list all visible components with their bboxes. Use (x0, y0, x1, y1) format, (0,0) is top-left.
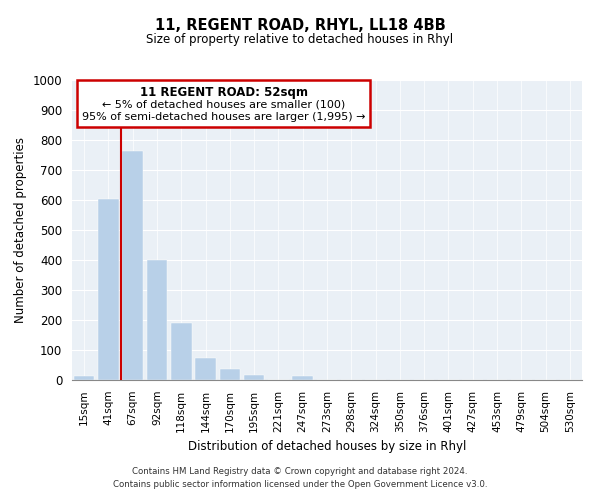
Bar (171, 323, 191, 380)
Text: Size of property relative to detached houses in Rhyl: Size of property relative to detached ho… (146, 32, 454, 46)
X-axis label: Distribution of detached houses by size in Rhyl: Distribution of detached houses by size … (188, 440, 466, 453)
Text: Contains HM Land Registry data © Crown copyright and database right 2024.: Contains HM Land Registry data © Crown c… (132, 467, 468, 476)
Bar (122, 150, 143, 380)
Bar (244, 375, 265, 380)
Bar (98, 198, 119, 380)
Bar (220, 368, 240, 380)
Bar (74, 376, 94, 380)
Bar (195, 358, 216, 380)
FancyBboxPatch shape (77, 80, 370, 126)
Text: ← 5% of detached houses are smaller (100): ← 5% of detached houses are smaller (100… (102, 100, 346, 110)
Text: 11 REGENT ROAD: 52sqm: 11 REGENT ROAD: 52sqm (140, 86, 308, 99)
Bar (292, 376, 313, 380)
Text: 95% of semi-detached houses are larger (1,995) →: 95% of semi-detached houses are larger (… (82, 112, 365, 122)
Text: 11, REGENT ROAD, RHYL, LL18 4BB: 11, REGENT ROAD, RHYL, LL18 4BB (155, 18, 445, 32)
Bar (146, 260, 167, 380)
Y-axis label: Number of detached properties: Number of detached properties (14, 137, 27, 323)
Text: Contains public sector information licensed under the Open Government Licence v3: Contains public sector information licen… (113, 480, 487, 489)
